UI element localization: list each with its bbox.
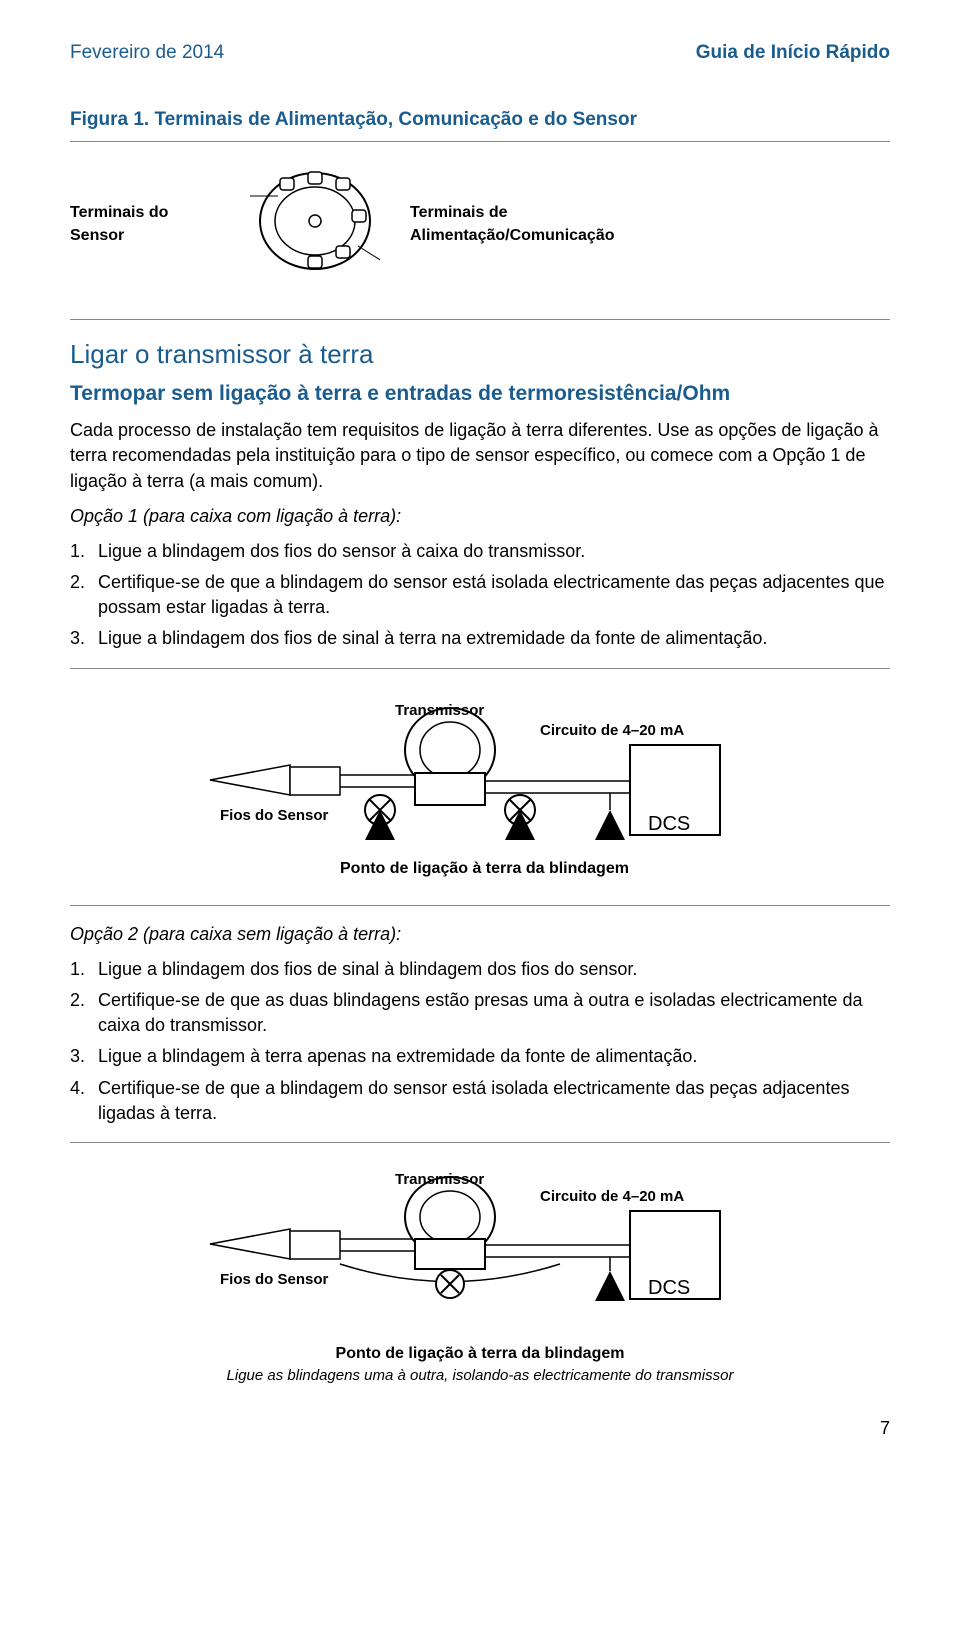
terminal-ring-icon: [240, 166, 390, 283]
list-item: 1.Ligue a blindagem dos fios de sinal à …: [70, 957, 890, 982]
subsection-title: Termopar sem ligação à terra e entradas …: [70, 379, 890, 408]
list-text: Certifique-se de que as duas blindagens …: [98, 988, 890, 1038]
figure-1-diagram: Terminais do Sensor Terminais de Aliment…: [70, 156, 890, 303]
rule: [70, 141, 890, 142]
section-intro: Cada processo de instalação tem requisit…: [70, 418, 890, 494]
grounding-diagram-1: DCS Transmissor Fios do Sensor Circuito …: [70, 685, 890, 889]
transmitter-label: Transmissor: [395, 702, 484, 719]
page-number: 7: [70, 1416, 890, 1441]
list-item: 3.Ligue a blindagem dos fios de sinal à …: [70, 626, 890, 651]
sensor-wires-label: Fios do Sensor: [220, 1271, 329, 1288]
dcs-label: DCS: [648, 1277, 690, 1299]
list-item: 2.Certifique-se de que as duas blindagen…: [70, 988, 890, 1038]
list-number: 1.: [70, 539, 98, 564]
list-text: Ligue a blindagem dos fios de sinal à bl…: [98, 957, 890, 982]
option2-list: 1.Ligue a blindagem dos fios de sinal à …: [70, 957, 890, 1126]
list-number: 3.: [70, 626, 98, 651]
list-text: Ligue a blindagem dos fios do sensor à c…: [98, 539, 890, 564]
rule: [70, 905, 890, 906]
page-header: Fevereiro de 2014 Guia de Início Rápido: [70, 40, 890, 67]
list-item: 3.Ligue a blindagem à terra apenas na ex…: [70, 1044, 890, 1069]
list-number: 1.: [70, 957, 98, 982]
circuit-label: Circuito de 4–20 mA: [540, 722, 684, 739]
circuit-label: Circuito de 4–20 mA: [540, 1188, 684, 1205]
rule: [70, 668, 890, 669]
list-number: 3.: [70, 1044, 98, 1069]
shield-ground-caption: Ponto de ligação à terra da blindagem: [340, 860, 629, 877]
dcs-label: DCS: [648, 813, 690, 835]
list-text: Ligue a blindagem dos fios de sinal à te…: [98, 626, 890, 651]
option2-heading: Opção 2 (para caixa sem ligação à terra)…: [70, 922, 890, 947]
list-number: 2.: [70, 988, 98, 1038]
option1-list: 1.Ligue a blindagem dos fios do sensor à…: [70, 539, 890, 652]
power-comm-terminals-label: Terminais de Alimentação/Comunicação: [410, 202, 670, 247]
sensor-terminals-label: Terminais do Sensor: [70, 202, 220, 247]
diagram2-caption-bold: Ponto de ligação à terra da blindagem: [70, 1343, 890, 1365]
list-text: Certifique-se de que a blindagem do sens…: [98, 1076, 890, 1126]
list-item: 1.Ligue a blindagem dos fios do sensor à…: [70, 539, 890, 564]
list-item: 4.Certifique-se de que a blindagem do se…: [70, 1076, 890, 1126]
rule: [70, 1142, 890, 1143]
rule: [70, 319, 890, 320]
option1-heading: Opção 1 (para caixa com ligação à terra)…: [70, 504, 890, 529]
transmitter-label: Transmissor: [395, 1171, 484, 1188]
list-number: 2.: [70, 570, 98, 620]
figure-title: Figura 1. Terminais de Alimentação, Comu…: [70, 107, 890, 134]
section-title: Ligar o transmissor à terra: [70, 336, 890, 372]
list-text: Certifique-se de que a blindagem do sens…: [98, 570, 890, 620]
list-number: 4.: [70, 1076, 98, 1126]
sensor-wires-label: Fios do Sensor: [220, 807, 329, 824]
diagram2-caption-italic: Ligue as blindagens uma à outra, isoland…: [70, 1365, 890, 1386]
header-date: Fevereiro de 2014: [70, 40, 224, 67]
list-text: Ligue a blindagem à terra apenas na extr…: [98, 1044, 890, 1069]
list-item: 2.Certifique-se de que a blindagem do se…: [70, 570, 890, 620]
grounding-diagram-2: DCS Transmissor Fios do Sensor Circuito …: [70, 1159, 890, 1390]
header-guide-title: Guia de Início Rápido: [696, 40, 890, 67]
